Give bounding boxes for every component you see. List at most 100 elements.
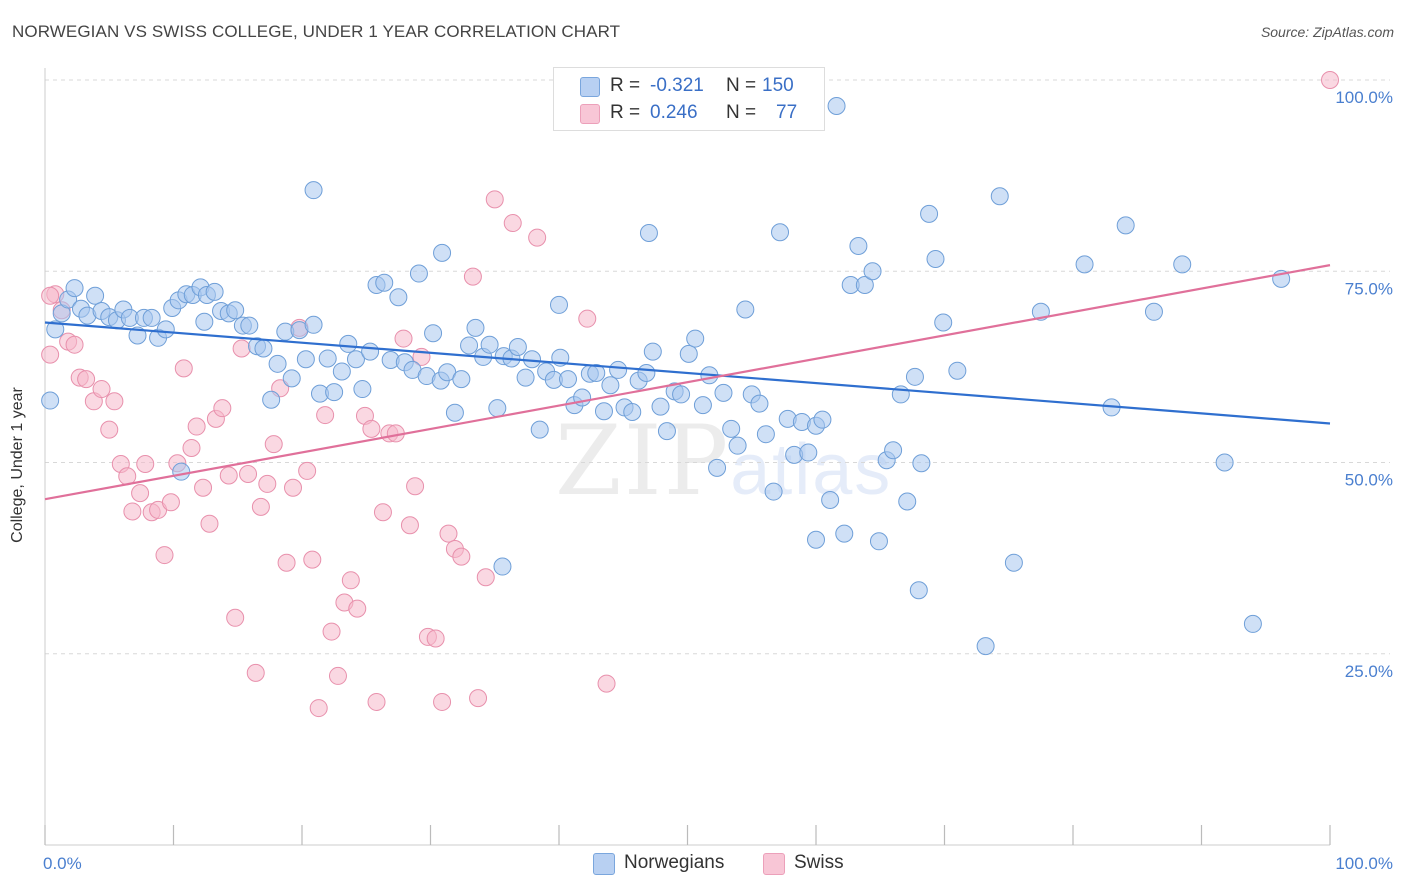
norwegian-point <box>693 396 712 415</box>
norwegian-point <box>325 383 344 402</box>
swiss-point <box>394 329 413 348</box>
norwegian-point <box>827 97 846 116</box>
grid-lines <box>45 79 1390 655</box>
norwegian-point <box>433 243 452 262</box>
norwegian-point <box>601 376 620 395</box>
norwegian-points <box>41 97 1291 656</box>
swiss-point <box>597 674 616 693</box>
swiss-point <box>105 392 124 411</box>
swiss-point <box>136 455 155 474</box>
swiss-point <box>258 474 277 493</box>
norwegian-point <box>813 410 832 429</box>
watermark-atlas: atlas <box>730 430 893 510</box>
norwegian-point <box>863 262 882 281</box>
swiss-point <box>341 571 360 590</box>
norwegian-point <box>920 204 939 223</box>
norwegian-point <box>268 354 287 373</box>
swiss-point <box>187 417 206 436</box>
swiss-point <box>309 699 328 718</box>
norwegian-point <box>508 337 527 356</box>
swiss-point <box>578 309 597 328</box>
norwegian-point <box>445 403 464 422</box>
norwegian-point <box>172 462 191 481</box>
n-label: N = <box>726 75 757 96</box>
norwegian-point <box>849 237 868 256</box>
norwegian-point <box>41 391 60 410</box>
norwegian-point <box>304 315 323 334</box>
y-tick-label: 75.0% <box>1345 279 1393 298</box>
swiss-point <box>161 493 180 512</box>
chart-title: NORWEGIAN VS SWISS COLLEGE, UNDER 1 YEAR… <box>12 22 621 41</box>
norwegian-point <box>488 399 507 418</box>
norwegian-point <box>643 342 662 361</box>
norwegian-point <box>318 349 337 368</box>
norwegian-point <box>722 419 741 438</box>
norwegian-point <box>764 482 783 501</box>
norwegian-point <box>855 276 874 295</box>
legend-swiss-label: Swiss <box>794 852 844 873</box>
swiss-point <box>284 478 303 497</box>
norwegian-point <box>835 524 854 543</box>
swiss-point <box>251 497 270 516</box>
legend-norwegians-label: Norwegians <box>624 852 725 873</box>
norwegian-point <box>637 363 656 382</box>
swiss-point <box>65 335 84 354</box>
swiss-point <box>194 478 213 497</box>
swiss-point <box>226 608 245 627</box>
norwegian-point <box>460 336 479 355</box>
x-tick-label: 0.0% <box>43 854 82 873</box>
trend-lines <box>44 264 1331 501</box>
r-value: 0.246 <box>650 102 698 123</box>
norwegian-point <box>1004 553 1023 572</box>
swiss-point <box>77 370 96 389</box>
norwegian-point <box>821 490 840 509</box>
norwegian-point <box>807 530 825 549</box>
norwegian-point <box>679 344 698 363</box>
swiss-point <box>406 477 425 496</box>
norwegian-point <box>1144 302 1163 321</box>
norwegian-point <box>466 318 485 337</box>
swiss-point <box>426 629 445 648</box>
swiss-point <box>246 663 265 682</box>
norwegian-point <box>493 557 512 576</box>
norwegian-point <box>296 350 315 369</box>
norwegian-point <box>516 368 535 387</box>
swiss-point <box>322 622 341 641</box>
swiss-point <box>528 228 547 247</box>
norwegian-point <box>128 326 147 345</box>
norwegian-point <box>912 454 931 473</box>
norwegian-point <box>332 362 351 381</box>
norwegian-point <box>226 301 245 320</box>
swiss-point <box>131 484 150 503</box>
norwegian-point <box>869 532 888 551</box>
norwegian-point <box>530 420 549 439</box>
watermark-zip: ZIP <box>555 405 731 517</box>
norwegian-point <box>651 397 670 416</box>
norwegian-point <box>46 320 65 339</box>
norwegian-point <box>934 313 953 332</box>
norwegian-point <box>898 492 917 511</box>
swiss-swatch <box>580 104 600 124</box>
watermark: ZIPatlas <box>555 405 892 517</box>
norwegian-point <box>480 335 499 354</box>
norwegian-point <box>623 403 642 422</box>
norwegian-point <box>1116 216 1135 235</box>
norwegian-point <box>884 441 903 460</box>
swiss-point <box>298 461 317 480</box>
legend-norwegians-swatch <box>593 853 615 875</box>
norwegian-point <box>1215 453 1234 472</box>
swiss-point <box>239 464 258 483</box>
norwegian-point <box>799 443 818 462</box>
norwegian-point <box>926 250 945 269</box>
norwegian-point <box>282 369 301 388</box>
norwegians-trend-line <box>44 321 1331 425</box>
norwegian-point <box>587 363 606 382</box>
norwegian-point <box>195 312 214 331</box>
norwegian-point <box>771 223 790 242</box>
swiss-point <box>92 380 111 399</box>
swiss-point <box>182 438 201 457</box>
norwegian-point <box>976 637 995 656</box>
norwegian-point <box>142 308 161 327</box>
swiss-point <box>232 339 251 358</box>
